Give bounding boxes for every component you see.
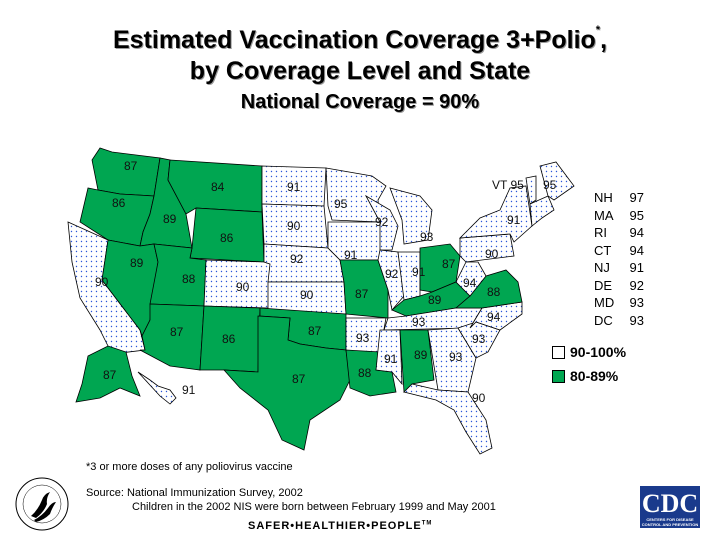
map-subtitle: National Coverage = 90% [240, 91, 480, 113]
source-line1: Source: National Immunization Survey, 20… [86, 487, 303, 499]
state-value-wa: 87 [124, 159, 138, 173]
small-state-row-ri: RI 94 [594, 224, 644, 242]
small-state-row-md: MD 93 [594, 294, 644, 312]
state-value-nm: 86 [222, 332, 236, 346]
small-state-code: NJ [594, 260, 610, 275]
state-ak [75, 345, 141, 403]
state-value-wv: 94 [463, 276, 477, 290]
state-wv [455, 261, 487, 297]
state-value-in: 91 [412, 265, 426, 279]
vt-label: VT 95 [492, 178, 524, 192]
small-state-row-dc: DC 93 [594, 312, 644, 330]
state-new-england-small [529, 195, 555, 227]
state-value-va: 88 [487, 285, 501, 299]
state-value-sc: 93 [472, 332, 486, 346]
state-value-me: 95 [543, 178, 557, 192]
state-value-tn: 93 [412, 315, 426, 329]
legend-label-high: 90-100% [570, 344, 627, 360]
source-line2: Children in the 2002 NIS were born betwe… [132, 501, 496, 513]
state-value-nc: 94 [487, 310, 501, 324]
map-title-line1: Estimated Vaccination Coverage 3+Polio*, [112, 24, 608, 54]
legend-item-low: 80-89% [552, 368, 618, 384]
state-value-mt: 84 [211, 180, 225, 194]
legend-swatch-high [552, 345, 565, 359]
state-value-nv: 89 [130, 256, 144, 270]
state-value-nd: 91 [287, 180, 301, 194]
state-value-ak: 87 [103, 368, 117, 382]
state-value-wi: 92 [375, 215, 389, 229]
small-state-value: 91 [629, 260, 644, 275]
slogan: SAFER•HEALTHIER•PEOPLETM [248, 520, 433, 532]
small-state-code: DC [594, 312, 613, 328]
state-value-il: 92 [385, 267, 399, 281]
small-state-code: NH [594, 190, 613, 205]
state-value-ca: 90 [95, 275, 109, 289]
state-value-wy: 86 [220, 231, 234, 245]
cdc-logo: CDC CENTERS FOR DISEASE CONTROL AND PREVE… [640, 486, 700, 528]
state-al [399, 329, 435, 393]
legend-label-low: 80-89% [570, 368, 619, 384]
small-state-row-ma: MA 95 [594, 207, 644, 225]
state-value-az: 87 [170, 325, 184, 339]
state-value-ar: 93 [356, 331, 370, 345]
small-state-value: 92 [629, 277, 644, 293]
state-value-ga: 93 [449, 350, 463, 364]
state-me [539, 161, 575, 201]
state-mi [389, 187, 433, 245]
small-state-code: RI [594, 225, 607, 240]
small-state-value: 93 [629, 295, 644, 310]
state-wy [189, 207, 265, 263]
state-value-ok: 87 [308, 324, 322, 338]
state-vt [525, 175, 537, 205]
small-state-row-nj: NJ 91 [594, 259, 644, 277]
small-state-value: 94 [629, 225, 644, 240]
state-value-oh: 87 [442, 257, 456, 271]
state-value-hi: 91 [182, 383, 196, 397]
state-value-ia: 91 [344, 248, 358, 262]
state-value-ut: 88 [182, 272, 196, 286]
small-state-value: 94 [629, 242, 644, 258]
state-value-ny: 91 [507, 213, 521, 227]
state-value-ne: 92 [290, 252, 304, 266]
state-value-mn: 95 [334, 197, 348, 211]
state-value-or: 86 [112, 196, 126, 210]
state-value-sd: 90 [287, 219, 301, 233]
state-value-mi: 93 [420, 230, 434, 244]
small-state-row-ct: CT 94 [594, 242, 644, 260]
hhs-seal-logo [15, 477, 69, 531]
state-value-mo: 87 [355, 287, 369, 301]
small-state-code: MD [594, 295, 615, 310]
state-hi [137, 371, 177, 405]
state-ms [375, 329, 403, 386]
state-wi [364, 194, 399, 251]
small-state-code: CT [594, 242, 612, 258]
small-state-code: MA [594, 207, 614, 223]
small-states-list: NH 97 MA 95 RI 94 CT 94 NJ 91 DE 92 MD 93 DC 93 [594, 189, 644, 329]
footnote: *3 or more doses of any poliovirus vacci… [86, 461, 293, 473]
state-value-pa: 90 [485, 247, 499, 261]
state-tx [223, 315, 351, 451]
state-value-id: 89 [163, 212, 177, 226]
state-fl [403, 383, 493, 455]
state-value-tx: 87 [292, 372, 306, 386]
state-value-fl: 90 [472, 391, 486, 405]
map-title-line2: by Coverage Level and State [189, 57, 531, 85]
small-state-value: 95 [629, 207, 644, 223]
state-value-co: 90 [236, 280, 250, 294]
small-state-code: DE [594, 277, 613, 293]
small-state-row-nh: NH 97 [594, 189, 644, 207]
small-state-value: 93 [629, 312, 644, 328]
legend-swatch-low [552, 369, 565, 383]
legend-item-high: 90-100% [552, 344, 626, 360]
state-value-al: 89 [414, 348, 428, 362]
state-value-ks: 90 [300, 288, 314, 302]
small-state-row-de: DE 92 [594, 277, 644, 295]
state-value-la: 88 [358, 366, 372, 380]
state-ny [458, 185, 533, 243]
state-value-ky: 89 [428, 293, 442, 307]
state-value-ms: 91 [384, 352, 398, 366]
small-state-value: 97 [629, 190, 644, 205]
state-ga [427, 327, 477, 393]
